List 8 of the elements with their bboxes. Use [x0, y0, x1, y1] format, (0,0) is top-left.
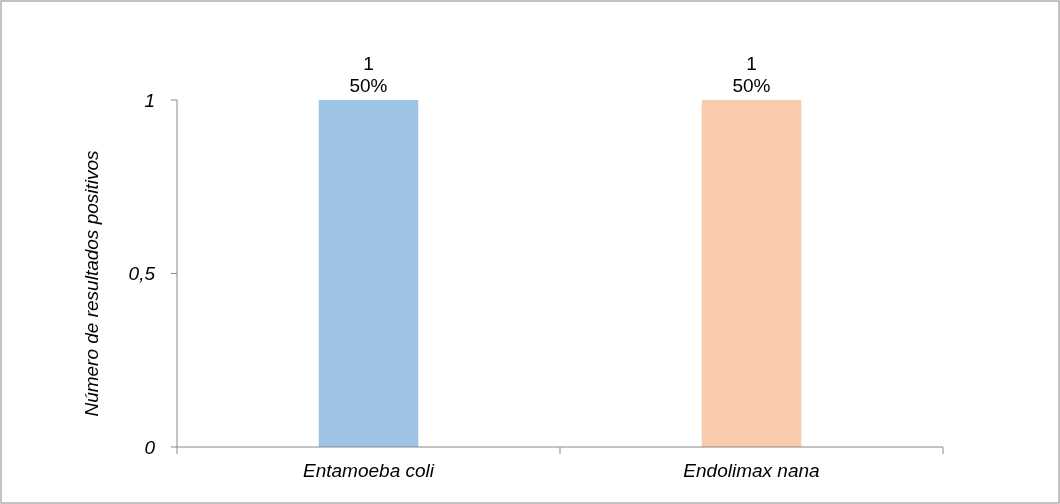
- y-tick-label: 0: [144, 436, 156, 458]
- x-tick-label: Entamoeba coli: [303, 460, 435, 481]
- y-tick-label: 0,5: [128, 263, 156, 285]
- y-tick-label: 1: [144, 89, 155, 111]
- x-tick-label: Endolimax nana: [683, 460, 820, 481]
- data-label: 1 50%: [349, 53, 388, 96]
- y-axis-title: Número de resultados positivos: [81, 149, 102, 417]
- data-label: 1 50%: [732, 53, 771, 96]
